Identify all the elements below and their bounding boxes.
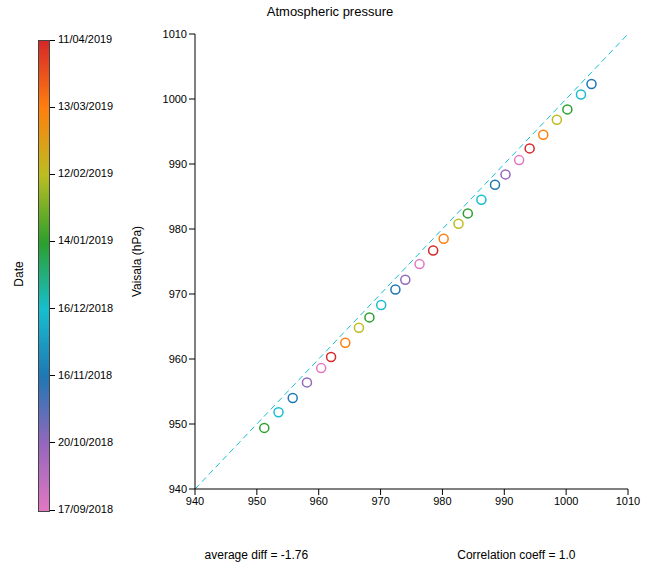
html-text:14/01/2019: 14/01/2019 [58,234,114,247]
html-text:average diff = -1.76: average diff = -1.76 [204,548,309,562]
svg-text:980: 980 [169,223,187,235]
svg-text:970: 970 [371,495,389,507]
svg-text:990: 990 [169,158,187,170]
html-text:16/12/2018: 16/12/2018 [58,301,114,314]
svg-text:960: 960 [310,495,328,507]
svg-text:960: 960 [169,353,187,365]
svg-text:1000: 1000 [163,93,187,105]
html-text:Date: Date [12,261,26,287]
svg-text:980: 980 [433,495,451,507]
html-text:Correlation coeff = 1.0: Correlation coeff = 1.0 [457,548,576,562]
html-text:20/10/2018: 20/10/2018 [58,435,114,448]
html-text:11/04/2019: 11/04/2019 [58,33,113,45]
svg-text:1000: 1000 [554,495,578,507]
svg-text:940: 940 [186,495,204,507]
svg-text:1010: 1010 [616,495,640,507]
svg-text:970: 970 [169,288,187,300]
svg-text:950: 950 [248,495,266,507]
svg-text:990: 990 [495,495,513,507]
svg-text:950: 950 [169,418,187,430]
html-text:Atmospheric pressure: Atmospheric pressure [266,4,394,19]
svg-text:940: 940 [169,483,187,495]
html-text:12/02/2019: 12/02/2019 [58,167,114,180]
html-text:17/09/2018: 17/09/2018 [58,503,114,515]
html-text:16/11/2018: 16/11/2018 [58,368,113,381]
svg-text:Vaisala (hPa): Vaisala (hPa) [130,226,144,297]
html-text:13/03/2019: 13/03/2019 [58,100,114,113]
svg-text:1010: 1010 [163,28,187,40]
